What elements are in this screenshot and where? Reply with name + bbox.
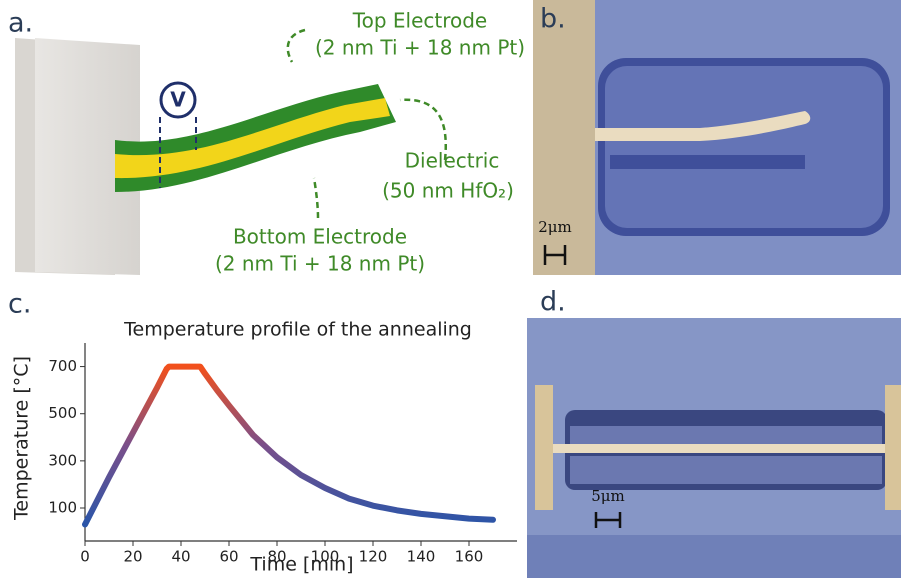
y-tick-label: 500: [48, 404, 77, 422]
annotation: Top Electrode: [352, 9, 487, 33]
panel-a: V Top Electrode (2 nm Ti + 18 nm Pt) Die…: [15, 9, 525, 276]
sem-edge: [527, 535, 901, 578]
plot-area: 100 300 500 700 0 20 40 60 80 100 120 140 160: [48, 343, 517, 566]
temperature-line: [85, 367, 493, 525]
beam: [553, 444, 885, 453]
y-axis-label: Temperature [°C]: [11, 356, 33, 521]
x-tick-label: 120: [359, 548, 388, 566]
pad: [535, 385, 553, 510]
panel-b: 2μm: [533, 0, 901, 275]
pad: [885, 385, 901, 510]
trench: [610, 155, 805, 169]
arrow: [314, 178, 318, 218]
annotation: Bottom Electrode: [233, 225, 407, 249]
x-tick-label: 20: [123, 548, 142, 566]
x-tick-label: 100: [311, 548, 340, 566]
x-tick-label: 80: [267, 548, 286, 566]
dielectric-layer: [115, 98, 390, 178]
cavity-floor: [570, 456, 882, 484]
voltmeter-label: V: [170, 88, 186, 112]
scale-label: 2μm: [538, 218, 572, 236]
x-tick-label: 40: [171, 548, 190, 566]
x-tick-label: 140: [407, 548, 436, 566]
annotation: (50 nm HfO₂): [382, 179, 514, 203]
y-tick-label: 100: [48, 499, 77, 517]
cavity-floor: [605, 66, 883, 228]
scale-label: 5μm: [591, 487, 625, 505]
panel-d: 5μm: [527, 318, 901, 578]
panel-label: a.: [8, 8, 33, 39]
y-tick-label: 700: [48, 357, 77, 375]
annotation: Dielectric: [405, 149, 500, 173]
chart-title: Temperature profile of the annealing: [123, 319, 472, 341]
x-tick-label: 160: [455, 548, 484, 566]
y-tick-label: 300: [48, 451, 77, 469]
panel-label: b.: [540, 4, 566, 35]
x-tick-label: 60: [219, 548, 238, 566]
cavity-floor: [570, 426, 882, 444]
x-tick-label: 0: [80, 548, 90, 566]
panel-label: c.: [8, 289, 31, 320]
figure: V Top Electrode (2 nm Ti + 18 nm Pt) Die…: [0, 0, 901, 578]
annotation: (2 nm Ti + 18 nm Pt): [315, 36, 525, 60]
panel-label: d.: [540, 287, 566, 318]
arrow: [288, 30, 305, 62]
annotation: (2 nm Ti + 18 nm Pt): [215, 252, 425, 276]
